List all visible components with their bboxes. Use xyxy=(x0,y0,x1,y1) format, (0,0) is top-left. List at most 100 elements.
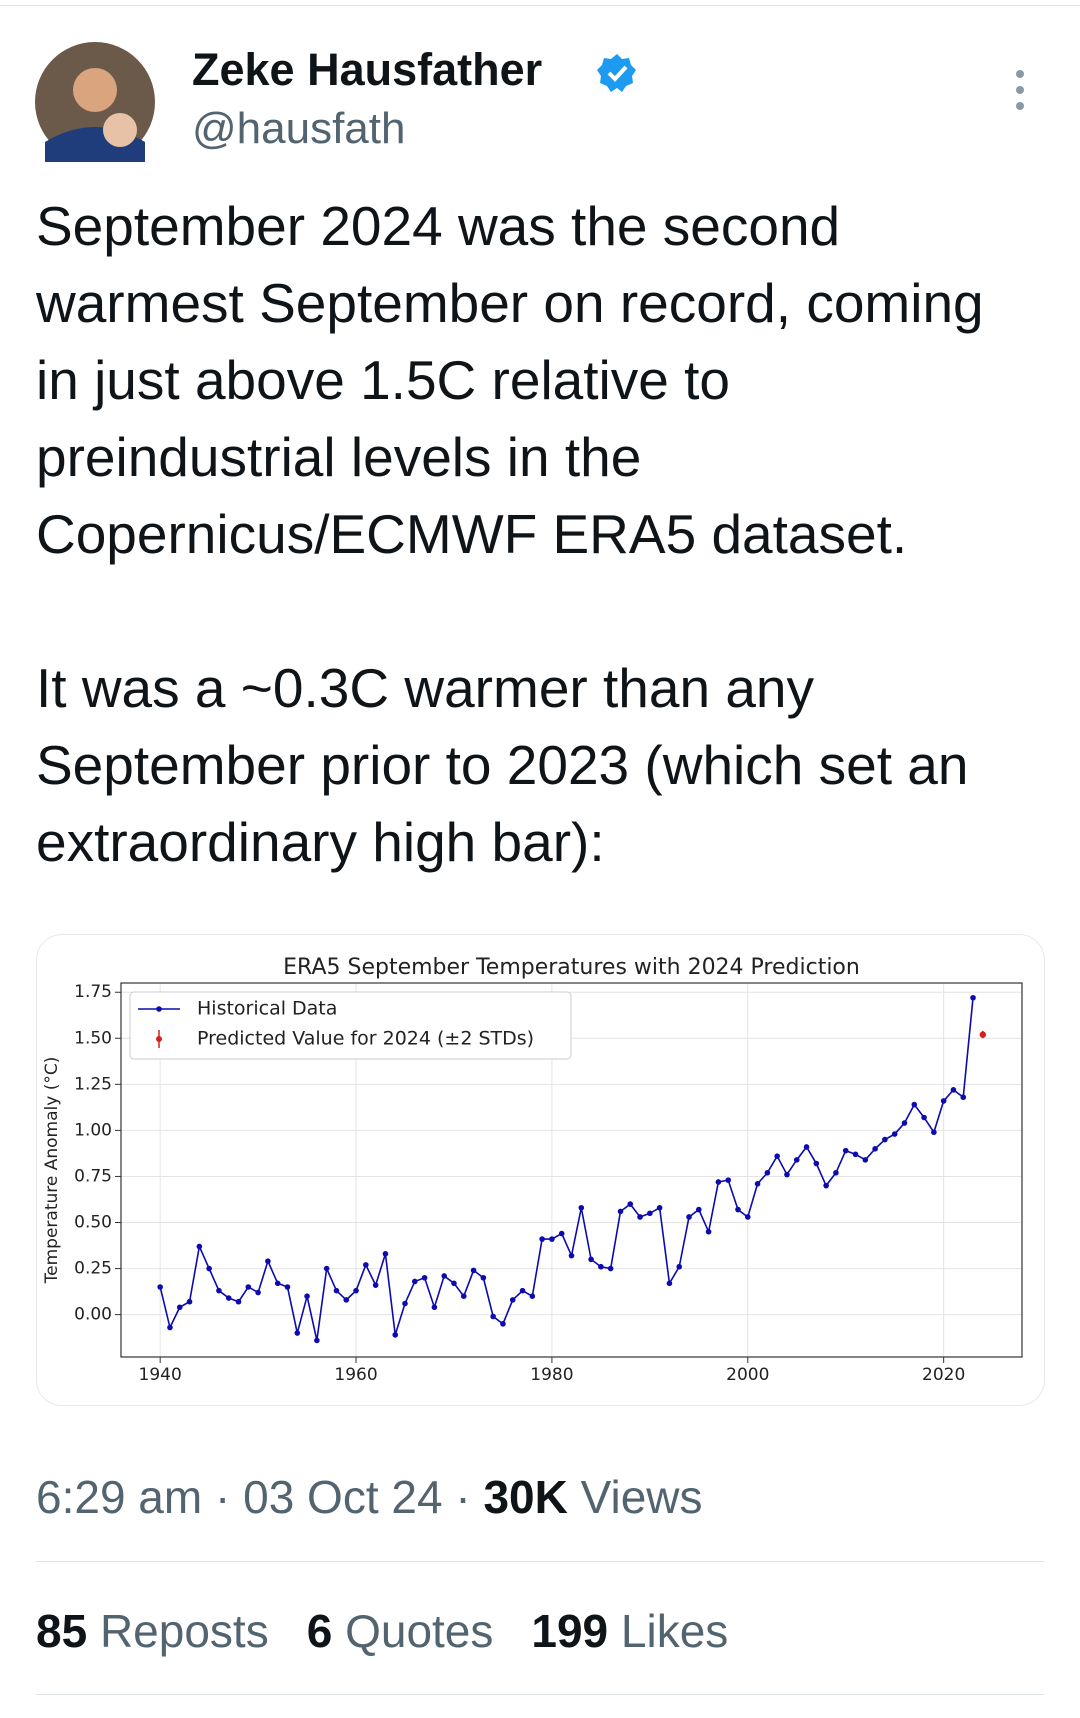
data-point xyxy=(392,1332,399,1338)
data-point xyxy=(813,1160,820,1167)
data-point xyxy=(382,1251,389,1257)
data-point xyxy=(940,1098,947,1104)
data-point xyxy=(372,1282,379,1288)
data-point xyxy=(235,1298,242,1305)
data-point xyxy=(705,1228,712,1235)
tweet-text: It was a ~0.3C warmer than any September… xyxy=(36,657,969,873)
data-point xyxy=(441,1273,447,1279)
data-point xyxy=(255,1289,261,1296)
chart-image[interactable]: ERA5 September Temperatures with 2024 Pr… xyxy=(36,934,1045,1406)
y-tick-label: 0.50 xyxy=(74,1213,112,1233)
data-point xyxy=(842,1147,849,1154)
data-point xyxy=(774,1153,780,1159)
data-point xyxy=(931,1129,937,1136)
data-point xyxy=(666,1280,673,1287)
stat[interactable]: 85 Reposts xyxy=(36,1605,269,1657)
chart-title: ERA5 September Temperatures with 2024 Pr… xyxy=(283,955,860,980)
y-tick-label: 1.00 xyxy=(74,1120,112,1140)
data-point xyxy=(176,1304,183,1311)
data-point xyxy=(558,1230,565,1237)
data-point xyxy=(490,1313,496,1320)
author-name[interactable]: Zeke Hausfather xyxy=(192,44,543,95)
stat-label: Quotes xyxy=(345,1605,494,1657)
data-point xyxy=(872,1146,878,1152)
legend-label: Historical Data xyxy=(197,998,337,1020)
stat[interactable]: 199 Likes xyxy=(531,1605,728,1657)
stat-label: Likes xyxy=(620,1605,729,1657)
data-point xyxy=(852,1151,859,1158)
data-point xyxy=(304,1293,310,1300)
data-point xyxy=(274,1280,281,1287)
divider xyxy=(36,1694,1044,1695)
data-point xyxy=(784,1171,790,1178)
date[interactable]: 03 Oct 24 xyxy=(243,1471,443,1523)
legend-label: Predicted Value for 2024 (±2 STDs) xyxy=(197,1028,534,1050)
stat[interactable]: 6 Quotes xyxy=(307,1605,494,1657)
plot-frame xyxy=(120,982,1023,1358)
data-point xyxy=(686,1214,692,1220)
data-point xyxy=(715,1179,722,1185)
data-point xyxy=(421,1274,428,1281)
data-point xyxy=(284,1284,291,1290)
data-point xyxy=(833,1169,839,1176)
x-tick-label: 2020 xyxy=(922,1365,965,1385)
data-point xyxy=(323,1265,330,1272)
time[interactable]: 6:29 am xyxy=(36,1471,203,1523)
stat-count: 199 xyxy=(531,1605,609,1657)
stat-label: Reposts xyxy=(99,1605,269,1657)
data-point xyxy=(676,1263,683,1270)
data-point xyxy=(617,1208,624,1215)
views-label: Views xyxy=(580,1471,703,1523)
data-point xyxy=(882,1136,888,1143)
data-point xyxy=(206,1265,212,1272)
tweet-text: September 2024 was the second warmest Se… xyxy=(36,195,984,565)
x-tick-label: 1980 xyxy=(530,1365,573,1385)
avatar[interactable] xyxy=(35,42,155,162)
data-point xyxy=(803,1144,810,1150)
data-point xyxy=(402,1300,408,1307)
more-menu[interactable] xyxy=(1010,68,1030,114)
data-point xyxy=(725,1177,731,1183)
data-point xyxy=(460,1293,467,1300)
data-point xyxy=(431,1304,438,1311)
data-point xyxy=(500,1321,506,1327)
data-point xyxy=(519,1287,526,1294)
chart: ERA5 September Temperatures with 2024 Pr… xyxy=(42,955,1023,1385)
data-point xyxy=(588,1256,594,1263)
data-point xyxy=(921,1114,927,1121)
data-point xyxy=(891,1131,898,1137)
data-point xyxy=(529,1293,536,1300)
x-tick-label: 1940 xyxy=(139,1365,182,1385)
verified-badge xyxy=(597,54,636,92)
data-point xyxy=(823,1182,829,1189)
data-point xyxy=(754,1181,761,1187)
author-handle[interactable]: @hausfath xyxy=(192,104,406,153)
data-point xyxy=(568,1252,575,1259)
prediction-point xyxy=(979,1031,987,1038)
data-point xyxy=(793,1157,800,1163)
data-point xyxy=(901,1120,908,1126)
data-point xyxy=(157,1284,163,1290)
data-point xyxy=(294,1330,301,1336)
data-point xyxy=(412,1278,418,1285)
data-point xyxy=(970,994,976,1001)
data-point xyxy=(735,1206,741,1213)
y-tick-label: 0.00 xyxy=(74,1305,112,1325)
y-tick-label: 1.50 xyxy=(74,1028,112,1048)
data-point xyxy=(911,1101,918,1108)
data-point xyxy=(451,1280,457,1287)
x-tick-label: 1960 xyxy=(334,1365,377,1385)
legend-box xyxy=(129,991,572,1060)
y-tick-label: 0.75 xyxy=(74,1166,112,1186)
data-point xyxy=(656,1204,663,1211)
data-line xyxy=(159,997,974,1341)
data-point xyxy=(353,1287,359,1294)
data-point xyxy=(598,1263,604,1270)
data-point xyxy=(216,1287,222,1294)
legend-swatch xyxy=(156,1006,162,1012)
data-point xyxy=(960,1094,967,1101)
y-tick-label: 1.75 xyxy=(74,982,112,1002)
stat-count: 6 xyxy=(306,1605,333,1657)
data-point xyxy=(578,1204,585,1211)
data-point xyxy=(509,1297,516,1303)
